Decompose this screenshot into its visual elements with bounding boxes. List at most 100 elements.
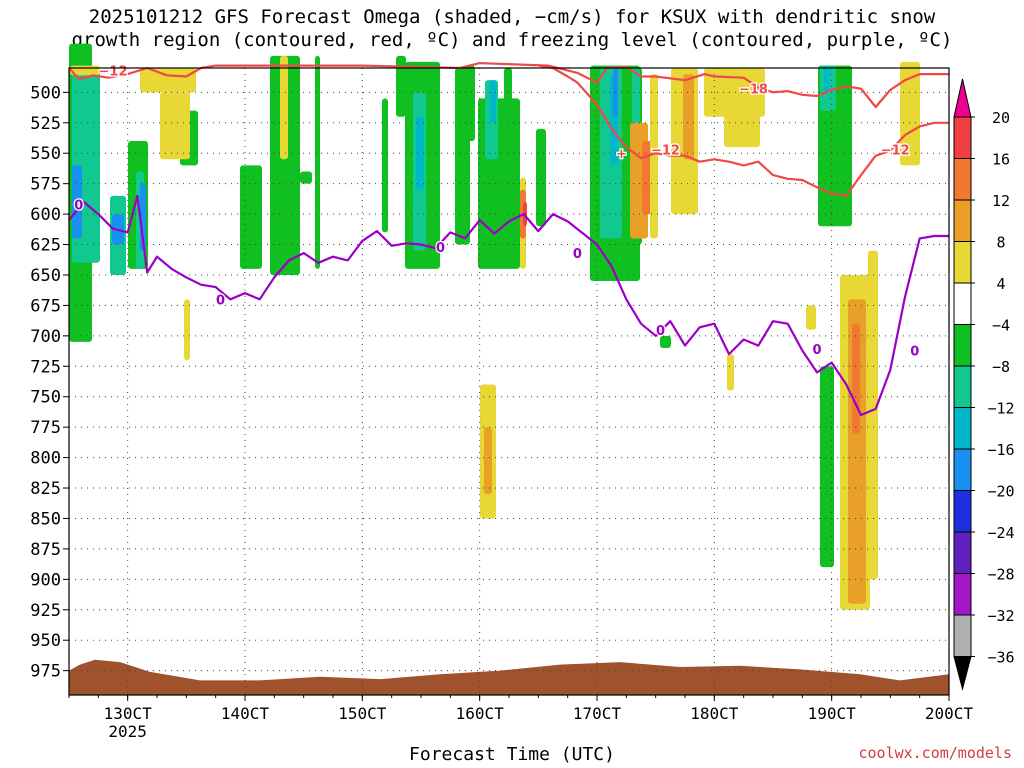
- colorbar-label: −20: [987, 483, 1014, 501]
- omega-shade-patch: [315, 55, 320, 269]
- freezing-level-label: 0: [216, 293, 225, 308]
- freezing-level-label: 0: [573, 247, 582, 262]
- colorbar-box: [953, 365, 972, 408]
- omega-shade-patch: [300, 171, 312, 184]
- omega-shade-patch: [484, 427, 492, 495]
- x-tick-label: 200CT: [925, 704, 974, 723]
- y-tick-label: 550: [30, 144, 61, 164]
- x-tick-label: 150CT: [338, 704, 387, 723]
- y-tick-label: 975: [30, 662, 61, 682]
- omega-shade-patch: [140, 68, 196, 93]
- omega-shade-patch: [490, 80, 496, 123]
- freezing-level-label: 0: [436, 241, 445, 256]
- omega-shade-patch: [824, 65, 830, 93]
- y-tick-label: 725: [30, 357, 61, 377]
- plot-frame: [68, 67, 950, 696]
- y-tick-label: 625: [30, 236, 61, 256]
- colorbar-label: −24: [987, 524, 1014, 542]
- x-year-label: 2025: [108, 722, 147, 741]
- colorbar-label: −32: [987, 607, 1014, 625]
- x-tick-label: 170CT: [573, 704, 622, 723]
- colorbar-label: −16: [987, 441, 1014, 459]
- y-tick-label: 900: [30, 570, 61, 590]
- colorbar-box: [953, 573, 972, 616]
- colorbar-top-arrow: [953, 78, 972, 118]
- colorbar-label: 12: [992, 192, 1010, 210]
- freezing-level-line: [68, 194, 949, 417]
- y-tick-label: 850: [30, 509, 61, 529]
- colorbar-box: [953, 407, 972, 450]
- colorbar-box: [953, 531, 972, 574]
- colorbar-box: [953, 199, 972, 242]
- y-tick-label: 650: [30, 266, 61, 286]
- y-tick-label: 925: [30, 601, 61, 621]
- omega-shade-patch: [910, 74, 920, 117]
- contour-label-minus12: −12: [651, 144, 680, 159]
- omega-shade-patch: [504, 68, 512, 105]
- omega-shade-patch: [820, 366, 834, 568]
- contour-label-minus12: −12: [881, 144, 910, 159]
- y-tick-label: 675: [30, 296, 61, 316]
- omega-shade-patch: [396, 55, 406, 117]
- colorbar-label: −12: [987, 400, 1014, 418]
- contour-label-minus18: −18: [739, 83, 768, 98]
- y-tick-label: 825: [30, 479, 61, 499]
- colorbar-box: [953, 490, 972, 533]
- omega-shade-patch: [806, 305, 816, 330]
- contour-label-minus12: −12: [99, 64, 128, 79]
- omega-shade-patch: [683, 74, 694, 160]
- contour-label-plus: +: [616, 147, 627, 162]
- y-tick-label: 800: [30, 449, 61, 469]
- y-tick-label: 950: [30, 631, 61, 651]
- omega-shade-patch: [240, 165, 262, 269]
- x-tick-label: 190CT: [808, 704, 857, 723]
- colorbar-box: [953, 158, 972, 201]
- y-tick-label: 500: [30, 83, 61, 103]
- contour-minus12-line: [538, 64, 949, 197]
- colorbar-box: [953, 448, 972, 491]
- colorbar-box: [953, 614, 972, 657]
- omega-shade-patch: [727, 354, 734, 391]
- x-tick-label: 160CT: [456, 704, 505, 723]
- chart-title: 2025101212 GFS Forecast Omega (shaded, −…: [0, 6, 1024, 52]
- colorbar-box: [953, 282, 972, 325]
- colorbar-box: [953, 116, 972, 159]
- y-tick-label: 750: [30, 388, 61, 408]
- chart-title-line-2: growth region (contoured, red, ºC) and f…: [71, 29, 953, 51]
- omega-shade-patch: [382, 98, 388, 233]
- y-tick-label: 875: [30, 540, 61, 560]
- colorbar-box: [953, 241, 972, 284]
- y-tick-label: 600: [30, 205, 61, 225]
- y-tick-label: 700: [30, 327, 61, 347]
- omega-shade-patch: [72, 165, 82, 239]
- omega-shade-patch: [852, 323, 860, 434]
- colorbar-label: 20: [992, 109, 1010, 127]
- x-tick-label: 130CT: [104, 704, 153, 723]
- colorbar-label: −28: [987, 566, 1014, 584]
- omega-shade-patch: [650, 74, 658, 239]
- colorbar-label: 4: [996, 275, 1005, 293]
- y-tick-label: 575: [30, 175, 61, 195]
- omega-shade-patch: [160, 92, 190, 160]
- x-tick-label: 140CT: [221, 704, 270, 723]
- colorbar-label: −36: [987, 649, 1014, 667]
- x-axis-title: Forecast Time (UTC): [409, 744, 615, 765]
- omega-shade-patch: [868, 250, 878, 580]
- freezing-level-label: 0: [656, 324, 665, 339]
- y-tick-label: 775: [30, 418, 61, 438]
- omega-shade-patch: [465, 65, 475, 142]
- colorbar-label: −4: [992, 317, 1010, 335]
- colorbar-bottom-arrow: [953, 656, 972, 691]
- credit-link[interactable]: coolwx.com/models: [858, 744, 1012, 762]
- omega-shade-patch: [280, 55, 288, 160]
- terrain-surface: [69, 659, 949, 695]
- omega-shade-patch: [270, 55, 300, 275]
- omega-shade-patch: [184, 299, 190, 361]
- x-tick-label: 180CT: [690, 704, 739, 723]
- colorbar-label: −8: [992, 358, 1010, 376]
- colorbar-label: 8: [996, 234, 1005, 252]
- colorbar-label: 16: [992, 151, 1010, 169]
- chart-title-line-1: 2025101212 GFS Forecast Omega (shaded, −…: [88, 6, 936, 28]
- omega-shade-patch: [660, 335, 671, 349]
